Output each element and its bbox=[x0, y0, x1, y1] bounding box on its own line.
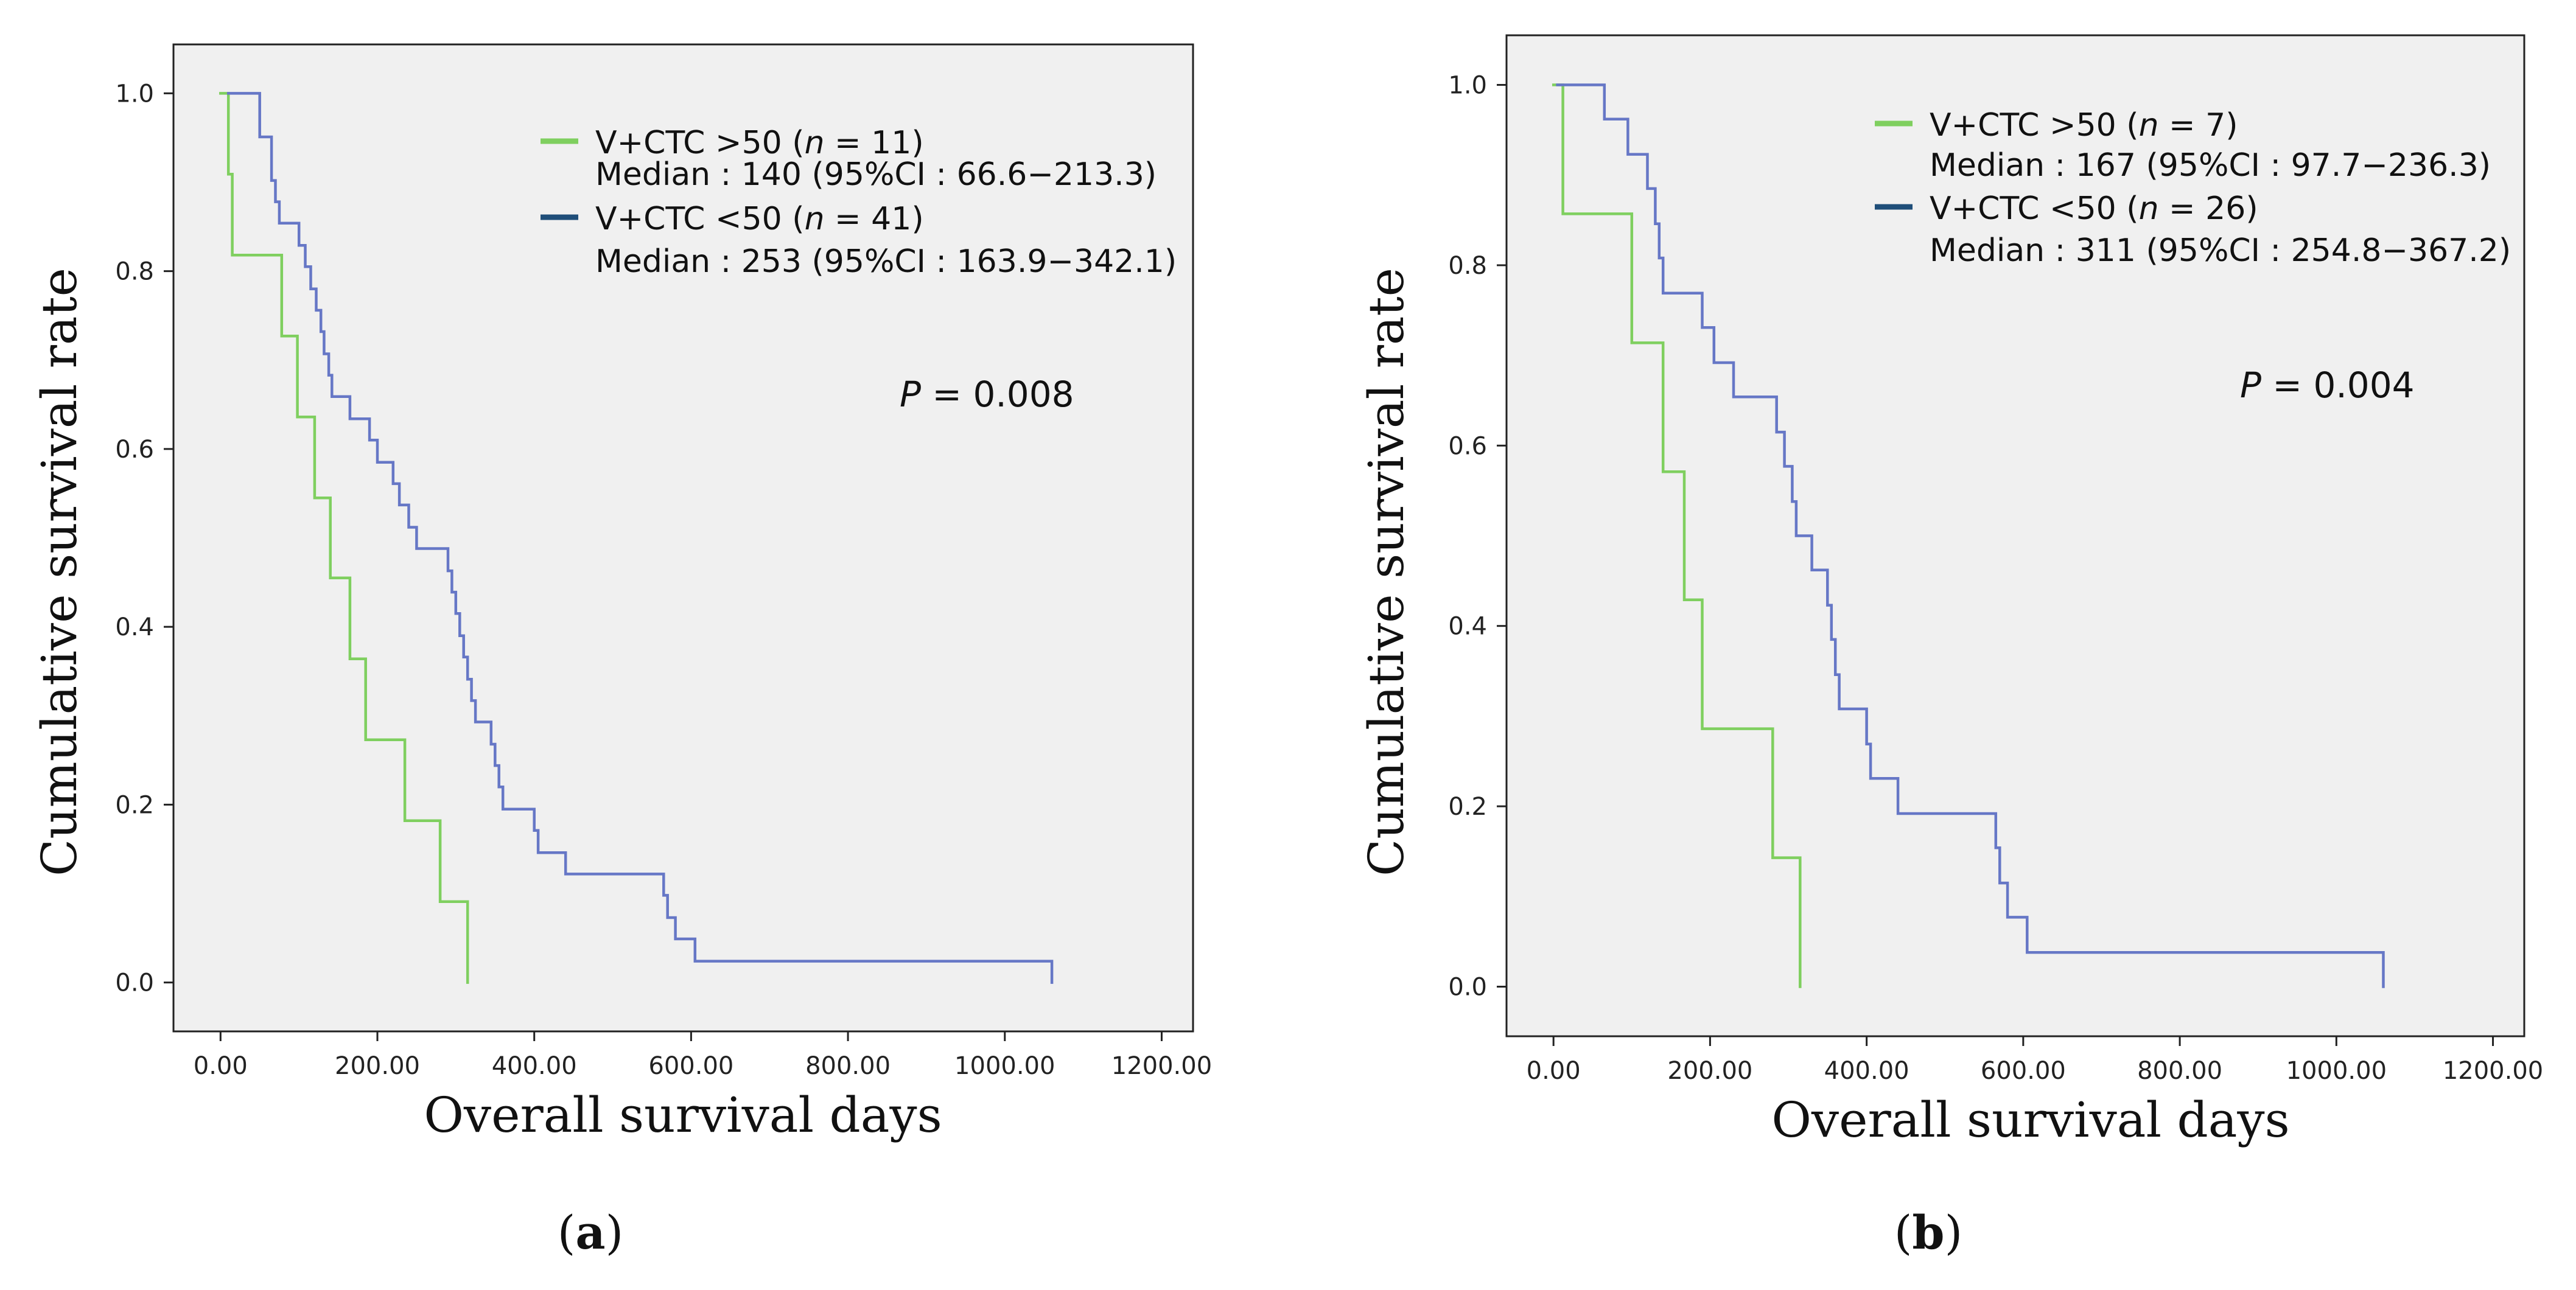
b-x-tick-label: 400.00 bbox=[1824, 1057, 1909, 1085]
panel-a-plot-area bbox=[172, 43, 1194, 1033]
b-x-tick-label: 0.00 bbox=[1527, 1057, 1581, 1085]
a-series-line-low bbox=[226, 92, 1054, 984]
panel-a-chart: 0.00 200.00 400.00 600.00 800.00 1000.00 1200.… bbox=[31, 43, 1212, 1260]
b-y-tick-label: 0.0 bbox=[1448, 973, 1487, 1001]
b-y-tick-label: 0.6 bbox=[1448, 432, 1487, 460]
b-y-tick-label: 0.2 bbox=[1448, 793, 1487, 821]
a-x-tick-label: 200.00 bbox=[335, 1052, 420, 1080]
a-x-tick-label: 400.00 bbox=[492, 1052, 577, 1080]
a-x-tick-label: 1000.00 bbox=[954, 1052, 1055, 1080]
panel-b-plot-area bbox=[1505, 34, 2525, 1037]
a-x-tick-label: 800.00 bbox=[805, 1052, 891, 1080]
a-series-line-high bbox=[219, 92, 469, 984]
a-x-tick-label: 600.00 bbox=[648, 1052, 733, 1080]
b-y-tick-label: 0.4 bbox=[1448, 613, 1487, 641]
panel-a-caption-label: (a) bbox=[558, 1205, 624, 1260]
b-series-line-low bbox=[1556, 83, 2385, 988]
a-y-tick-label: 0.0 bbox=[115, 969, 154, 997]
panel-a-p-value: P = 0.008 bbox=[900, 374, 1074, 415]
a-y-tick-label: 1.0 bbox=[115, 80, 154, 108]
panel-a-y-axis-label: Cumulative survival rate bbox=[31, 268, 88, 876]
panel-b-y-axis: 0.0 0.2 0.4 0.6 0.8 1.0 bbox=[1448, 72, 1507, 1001]
panel-b-chart: 0.00 200.00 400.00 600.00 800.00 1000.00 1200.… bbox=[1358, 34, 2543, 1260]
b-x-tick-label: 600.00 bbox=[1981, 1057, 2066, 1085]
panel-b-p-value: P = 0.004 bbox=[2240, 364, 2415, 406]
b-x-tick-label: 200.00 bbox=[1667, 1057, 1752, 1085]
panel-b-caption-label: (b) bbox=[1894, 1205, 1962, 1260]
panel-a-legend-low-label: V+CTC <50 (n = 41) bbox=[595, 201, 924, 237]
panel-a-legend-low-median: Median : 253 (95%CI : 163.9−342.1) bbox=[595, 243, 1177, 280]
panel-a-legend-high-label: V+CTC >50 (n = 11) bbox=[595, 125, 924, 161]
a-y-tick-label: 0.6 bbox=[115, 436, 154, 464]
a-y-tick-label: 0.8 bbox=[115, 258, 154, 286]
panel-a-x-axis-label: Overall survival days bbox=[424, 1087, 942, 1143]
a-x-tick-label: 0.00 bbox=[194, 1052, 248, 1080]
a-y-tick-label: 0.4 bbox=[115, 613, 154, 641]
panel-a-series-group bbox=[219, 92, 1054, 984]
a-y-tick-label: 0.2 bbox=[115, 791, 154, 819]
panel-b-legend-high-label: V+CTC >50 (n = 7) bbox=[1930, 107, 2238, 144]
panel-a-y-axis: 0.0 0.2 0.4 0.6 0.8 1.0 bbox=[115, 80, 173, 997]
panel-b-y-axis-label: Cumulative survival rate bbox=[1358, 268, 1415, 876]
panel-b-legend-low-median: Median : 311 (95%CI : 254.8−367.2) bbox=[1930, 232, 2511, 269]
panel-b-legend-low-label: V+CTC <50 (n = 26) bbox=[1930, 190, 2258, 227]
panel-b-x-axis-label: Overall survival days bbox=[1771, 1092, 2289, 1148]
panel-b-x-axis: 0.00 200.00 400.00 600.00 800.00 1000.00 1200.… bbox=[1527, 1036, 2543, 1085]
b-x-tick-label: 800.00 bbox=[2137, 1057, 2222, 1085]
panel-a-x-axis: 0.00 200.00 400.00 600.00 800.00 1000.00 1200.… bbox=[194, 1031, 1212, 1080]
a-x-tick-label: 1200.00 bbox=[1111, 1052, 1212, 1080]
b-series-line-high bbox=[1552, 83, 1802, 988]
b-x-tick-label: 1200.00 bbox=[2443, 1057, 2543, 1085]
panel-b-series-group bbox=[1552, 83, 2385, 988]
panel-a-legend-high-median: Median : 140 (95%CI : 66.6−213.3) bbox=[595, 156, 1157, 193]
b-x-tick-label: 1000.00 bbox=[2286, 1057, 2387, 1085]
b-y-tick-label: 0.8 bbox=[1448, 252, 1487, 280]
b-y-tick-label: 1.0 bbox=[1448, 72, 1487, 100]
panel-b-legend-high-median: Median : 167 (95%CI : 97.7−236.3) bbox=[1930, 147, 2491, 184]
